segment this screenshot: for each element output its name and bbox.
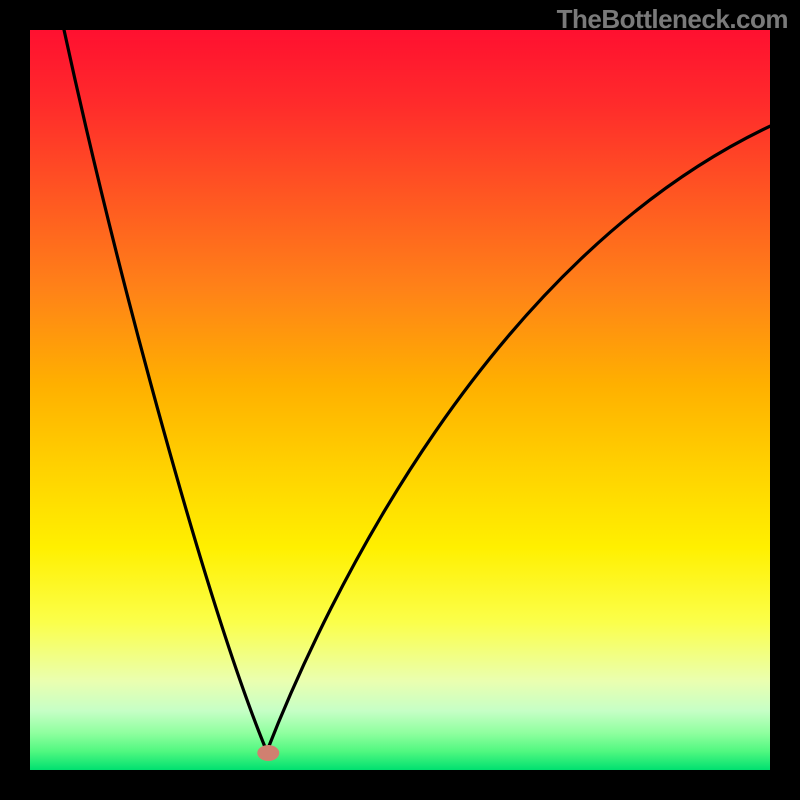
cusp-marker	[257, 745, 279, 761]
gradient-background	[30, 30, 770, 770]
chart-container: TheBottleneck.com	[0, 0, 800, 800]
plot-area	[30, 30, 770, 770]
plot-svg	[30, 30, 770, 770]
watermark-text: TheBottleneck.com	[557, 4, 788, 35]
